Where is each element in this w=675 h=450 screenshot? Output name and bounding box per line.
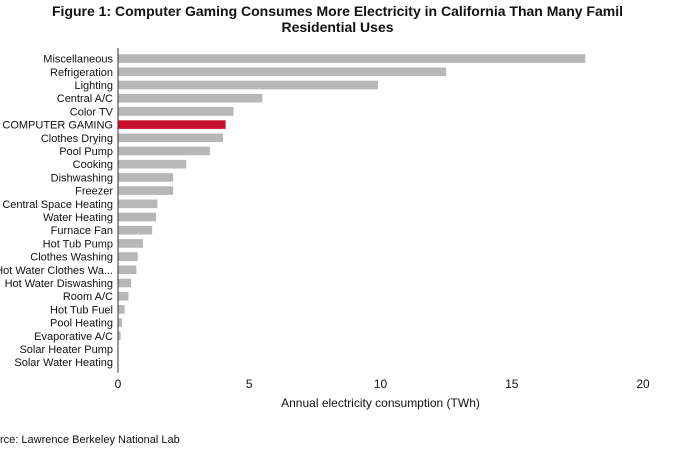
bar-computer-gaming [118, 120, 226, 129]
bar-hot-water-clothes-wa [118, 265, 137, 275]
bar-cooking [118, 159, 187, 169]
chart-title: Figure 1: Computer Gaming Consumes More … [0, 3, 675, 35]
bar-lighting [118, 80, 378, 90]
category-label: Solar Heater Pump [19, 344, 113, 356]
bar-color-tv [118, 107, 234, 116]
category-label: Room A/C [63, 291, 113, 303]
category-label: Central Space Heating [2, 199, 113, 211]
x-tick-label: 20 [636, 377, 650, 391]
category-label: Hot Water Clothes Wa... [0, 265, 113, 277]
category-label: COMPUTER GAMING [2, 120, 113, 132]
category-label: Hot Water Diswashing [5, 278, 113, 290]
x-axis-title: Annual electricity consumption (TWh) [281, 396, 480, 410]
x-tick-label: 10 [374, 377, 388, 391]
bar-chart: MiscellaneousRefrigerationLightingCentra… [0, 48, 650, 410]
category-label: Pool Heating [50, 318, 113, 330]
bar-hot-tub-fuel [118, 305, 125, 314]
bar-clothes-drying [118, 133, 223, 143]
bar-miscellaneous [118, 54, 586, 63]
category-label: Clothes Drying [41, 133, 113, 145]
category-label: Freezer [75, 186, 113, 198]
chart-title-line1: Figure 1: Computer Gaming Consumes More … [52, 3, 623, 19]
category-label: Lighting [74, 80, 113, 92]
bar-central-a-c [118, 93, 263, 103]
bar-refrigeration [118, 67, 447, 77]
bar-central-space-heating [118, 199, 158, 209]
category-label: Solar Water Heating [14, 357, 113, 369]
category-label: Evaporative A/C [34, 331, 113, 343]
bar-clothes-washing [118, 252, 138, 261]
category-label: Hot Tub Fuel [50, 304, 113, 316]
bar-pool-pump [118, 146, 210, 156]
x-tick-label: 0 [115, 377, 122, 391]
x-tick-label: 5 [246, 377, 253, 391]
category-label: Refrigeration [50, 67, 113, 79]
category-label: Cooking [73, 159, 113, 171]
category-label: Hot Tub Pump [43, 238, 113, 250]
source-note: rce: Lawrence Berkeley National Lab [0, 434, 180, 446]
x-tick-label: 15 [505, 377, 519, 391]
bar-pool-heating [118, 318, 122, 327]
bar-furnace-fan [118, 225, 153, 235]
bar-freezer [118, 186, 174, 195]
category-label: Clothes Washing [30, 252, 113, 264]
bar-water-heating [118, 212, 157, 222]
category-label: Water Heating [43, 212, 113, 224]
bar-hot-water-diswashing [118, 278, 132, 288]
category-label: Color TV [70, 106, 114, 118]
category-label: Pool Pump [59, 146, 113, 158]
category-label: Central A/C [57, 93, 113, 105]
bar-dishwashing [118, 173, 174, 182]
bar-hot-tub-pump [118, 239, 143, 248]
category-label: Miscellaneous [43, 54, 113, 66]
category-label: Dishwashing [51, 172, 113, 184]
category-label: Furnace Fan [51, 225, 113, 237]
bar-evaporative-a-c [118, 331, 121, 341]
chart-title-line2: Residential Uses [281, 19, 394, 35]
bar-room-a-c [118, 291, 129, 301]
